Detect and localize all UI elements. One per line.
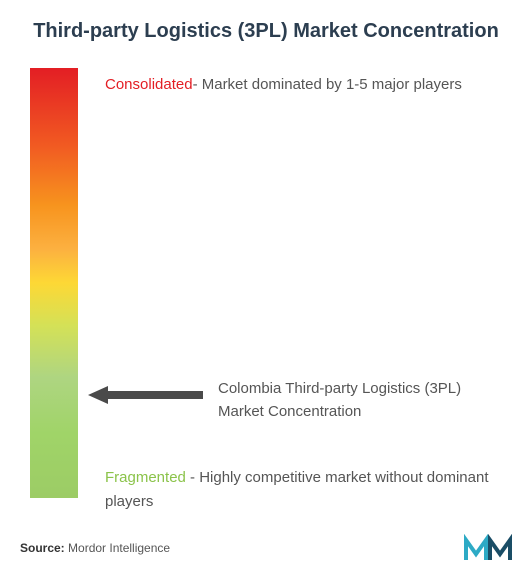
mordor-logo bbox=[464, 534, 512, 562]
fragmented-label: Fragmented - Highly competitive market w… bbox=[105, 466, 502, 514]
concentration-gradient-bar bbox=[30, 68, 78, 498]
consolidated-term: Consolidated bbox=[105, 76, 193, 93]
chart-title: Third-party Logistics (3PL) Market Conce… bbox=[20, 20, 512, 43]
arrow-left-icon bbox=[88, 386, 203, 404]
consolidated-description: - Market dominated by 1-5 major players bbox=[193, 76, 462, 93]
fragmented-term: Fragmented bbox=[105, 469, 186, 486]
pointer-label: Colombia Third-party Logistics (3PL) Mar… bbox=[218, 378, 502, 423]
chart-footer: Source: Mordor Intelligence bbox=[20, 534, 512, 562]
source-label: Source: bbox=[20, 541, 65, 555]
source-value: Mordor Intelligence bbox=[65, 541, 170, 555]
chart-content: Consolidated- Market dominated by 1-5 ma… bbox=[30, 68, 512, 508]
source-attribution: Source: Mordor Intelligence bbox=[20, 541, 170, 555]
consolidated-label: Consolidated- Market dominated by 1-5 ma… bbox=[105, 73, 502, 97]
market-pointer: Colombia Third-party Logistics (3PL) Mar… bbox=[88, 378, 502, 423]
